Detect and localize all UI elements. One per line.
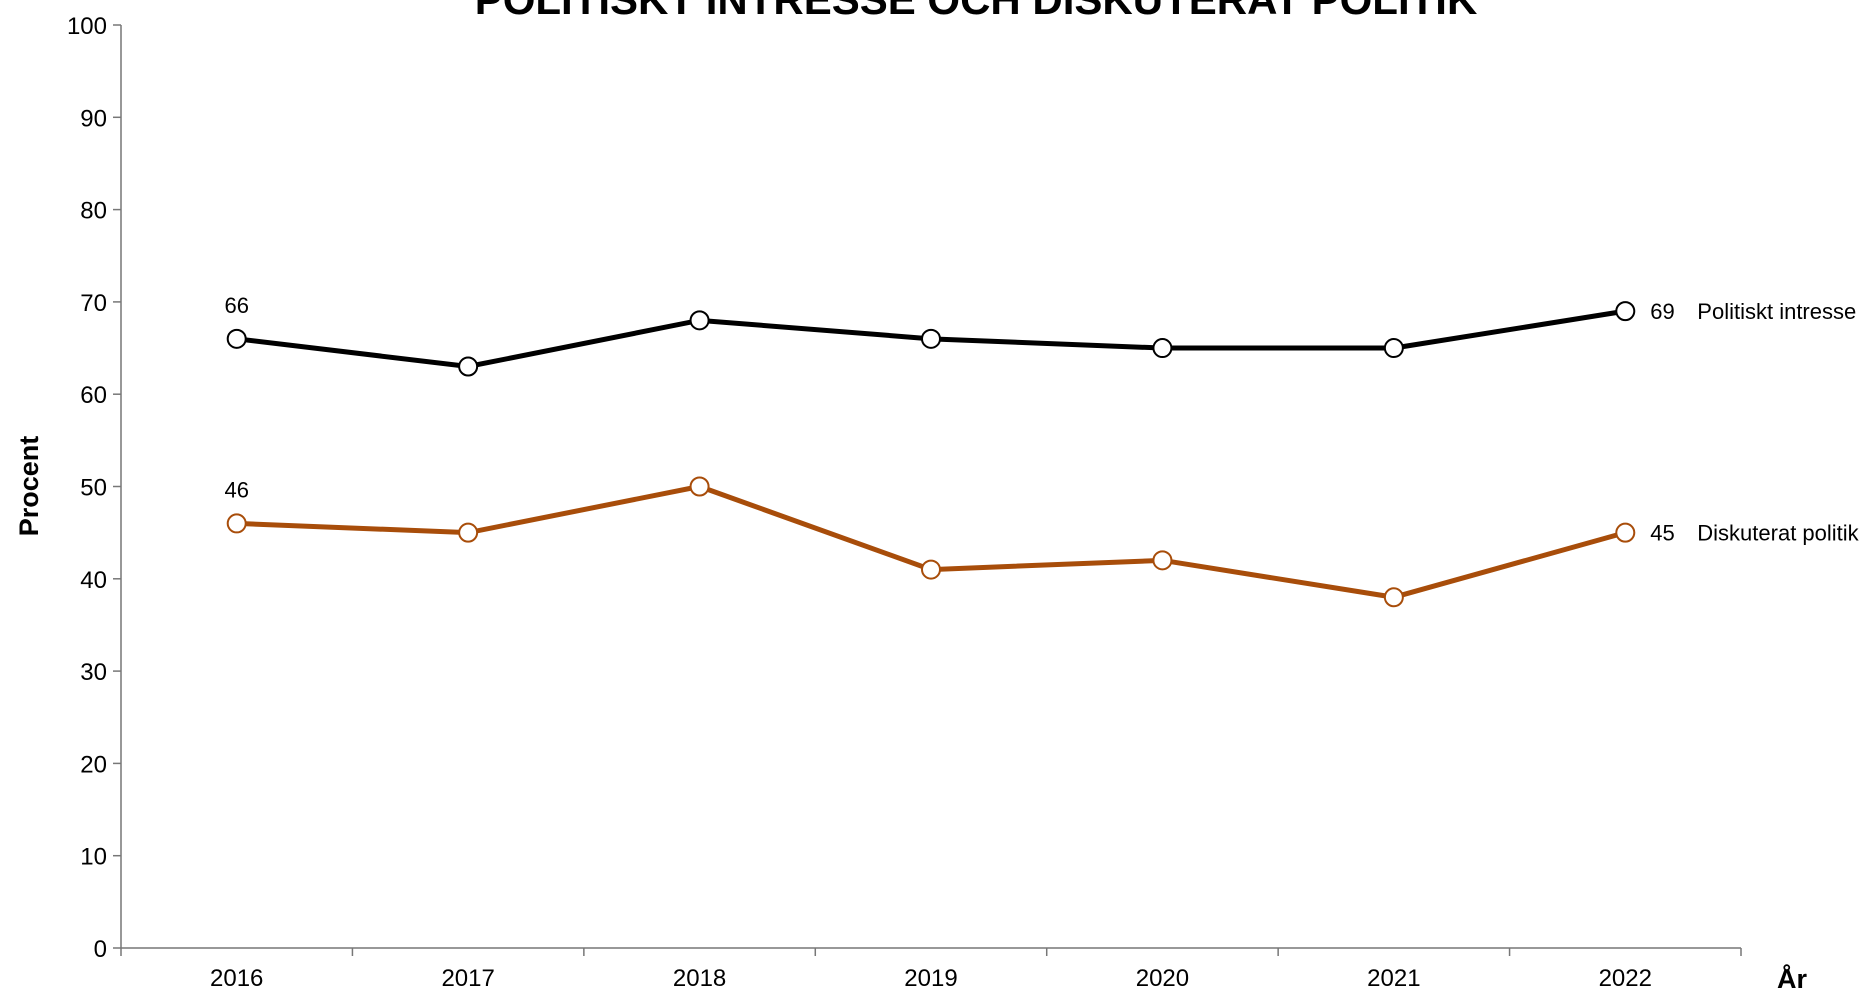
y-tick-label: 70	[80, 290, 107, 317]
data-label: 45	[1650, 521, 1674, 546]
y-axis-label: Procent	[14, 436, 44, 537]
x-tick-label: 2017	[441, 965, 494, 990]
data-point	[1152, 338, 1173, 359]
y-tick-label: 40	[80, 567, 107, 594]
x-axis-label: År	[1777, 963, 1807, 990]
data-point	[921, 328, 941, 349]
legend-label: Politiskt intresse	[1697, 299, 1856, 324]
data-point	[458, 522, 479, 543]
series-line	[236, 483, 1626, 600]
data-point	[921, 559, 941, 580]
x-tick-label: 2020	[1136, 965, 1189, 990]
y-tick-label: 10	[80, 844, 107, 871]
data-point	[1615, 522, 1636, 543]
data-point	[458, 356, 479, 377]
x-tick-label: 2022	[1599, 965, 1652, 990]
y-tick-label: 50	[80, 475, 107, 502]
y-tick-label: 80	[80, 198, 107, 225]
data-point	[689, 310, 710, 331]
data-point	[226, 513, 247, 534]
data-label: 69	[1650, 299, 1674, 324]
data-label: 66	[224, 293, 248, 318]
x-tick-label: 2021	[1367, 965, 1420, 990]
y-tick-label: 0	[94, 936, 107, 963]
data-point	[1383, 587, 1404, 608]
y-tick-label: 30	[80, 659, 107, 686]
data-point	[1383, 338, 1404, 359]
chart-title: POLITISKT INTRESSE OCH DISKUTERAT POLITI…	[475, 0, 1478, 23]
x-tick-label: 2019	[904, 965, 957, 990]
data-point	[226, 328, 247, 349]
y-tick-label: 60	[80, 382, 107, 409]
data-point	[1152, 550, 1173, 571]
data-point	[689, 476, 710, 497]
data-label: 46	[224, 477, 248, 502]
x-tick-label: 2018	[673, 965, 726, 990]
x-tick-label: 2016	[210, 965, 263, 990]
y-tick-label: 90	[80, 105, 107, 132]
y-tick-label: 100	[67, 13, 107, 40]
data-point	[1615, 301, 1636, 322]
y-tick-label: 20	[80, 751, 107, 778]
legend-label: Diskuterat politik	[1697, 521, 1859, 546]
